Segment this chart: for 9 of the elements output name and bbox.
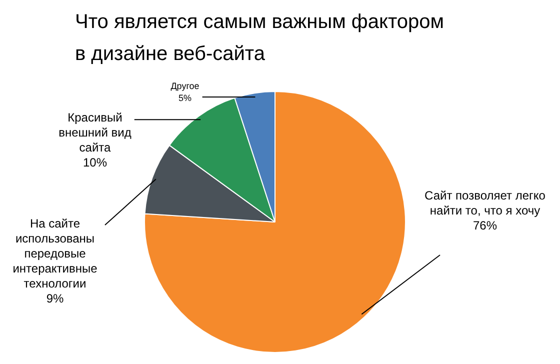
slice-label: На сайте использованы передовые интерактивные технологии <box>12 216 98 290</box>
slice-label: Красивый внешний вид сайта <box>58 110 132 154</box>
data-label: 10% <box>82 155 108 170</box>
slice-label: Сайт позволяет легко найти то, что я хочу <box>424 188 546 218</box>
chart-title: Что является самым важным фактором в дизайне веб-сайта <box>75 10 446 67</box>
data-label: 5% <box>178 92 192 103</box>
slice-label: Другое <box>170 80 200 91</box>
data-label: 9% <box>46 291 64 306</box>
data-label: 76% <box>472 218 498 232</box>
